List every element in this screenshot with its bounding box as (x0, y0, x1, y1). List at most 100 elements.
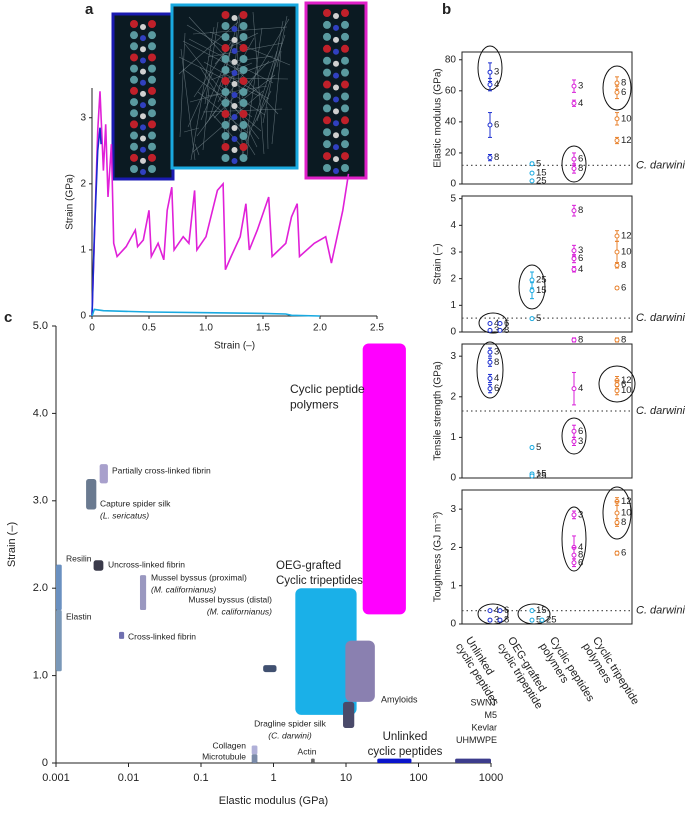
group-ellipse (518, 264, 546, 310)
inset-atom (140, 113, 146, 120)
panel-label: a (85, 1, 94, 18)
data-point (497, 617, 503, 623)
x-tick-label: 1 (270, 772, 276, 784)
inset-strand (208, 53, 231, 121)
point-label: 6 (621, 283, 626, 294)
inset-atom (239, 154, 248, 162)
point-label: 6 (578, 154, 583, 165)
item-label: Mussel byssus (distal) (188, 594, 272, 604)
point-label: 6 (578, 557, 583, 568)
point-label: 10 (621, 247, 632, 258)
point-label: 3 (578, 436, 583, 447)
point-label: 10 (621, 507, 632, 518)
inset-atom (323, 116, 331, 125)
panel-label: b (442, 1, 451, 18)
item-label: OEG-grafted (276, 560, 341, 572)
inset-atom (333, 156, 339, 163)
inset-atom (148, 86, 156, 95)
inset-atom (231, 147, 238, 153)
y-tick-label: 5 (450, 193, 456, 204)
y-tick-label: 3 (450, 247, 456, 258)
data-point (614, 550, 620, 556)
inset-atom (140, 124, 146, 131)
inset-atom (148, 98, 156, 107)
inset-atom (231, 26, 238, 32)
data-point (497, 327, 503, 333)
inset-atom (333, 60, 339, 67)
y-tick-label: 1 (450, 432, 456, 443)
data-point (487, 617, 493, 623)
y-axis-label: Strain (–) (6, 522, 18, 567)
inset-atom (231, 48, 238, 54)
item-label: (C. darwini) (268, 730, 312, 740)
inset-atom (140, 57, 146, 64)
inset-strand (202, 87, 210, 151)
data-point (571, 266, 577, 272)
inset-atom (333, 108, 339, 115)
inset-atom (231, 15, 238, 21)
point-label: 8 (494, 152, 499, 163)
inset-atom (341, 164, 349, 172)
point-label: 15 (536, 605, 547, 616)
inset-atom (130, 165, 138, 173)
data-point (487, 82, 493, 88)
inset-atom (140, 135, 146, 142)
inset-atom (148, 53, 156, 62)
inset-atom (140, 79, 146, 86)
item-label: Actin (298, 746, 317, 756)
inset-atom (148, 42, 156, 51)
inset-atom (239, 77, 248, 85)
data-point (529, 277, 535, 283)
y-tick-label: 0 (450, 327, 456, 338)
point-label: 3 (578, 81, 583, 92)
y-tick-label: 3 (450, 351, 456, 362)
inset-strand (248, 130, 258, 148)
data-point (614, 233, 620, 239)
inset-atom (341, 92, 349, 101)
point-label: 8 (578, 205, 583, 216)
y-axis-label: Toughness (GJ m⁻³) (433, 512, 444, 602)
inset-atom (221, 11, 230, 19)
inset-atom (323, 128, 331, 137)
range-box (93, 560, 104, 571)
point-label: 6 (621, 379, 626, 390)
inset-atom (333, 24, 339, 31)
data-point (614, 285, 620, 291)
inset-strand (188, 16, 279, 115)
inset-strand (223, 77, 289, 80)
point-label: 3 (494, 325, 499, 336)
inset-atom (341, 104, 349, 113)
inset-atom (148, 142, 156, 151)
inset-atom (239, 143, 248, 151)
data-point (529, 178, 535, 184)
inset-atom (231, 125, 238, 131)
inset-strand (204, 109, 217, 126)
item-label: Unlinked (383, 731, 428, 743)
point-label: 4 (494, 373, 499, 384)
data-point (487, 349, 493, 355)
data-point (487, 320, 493, 326)
x-tick-label: 0.5 (142, 323, 156, 334)
data-point (614, 116, 620, 122)
inset-atom (341, 68, 349, 77)
data-point (571, 386, 577, 392)
inset-atom (148, 131, 156, 140)
point-label: 8 (578, 163, 583, 174)
data-point (571, 83, 577, 89)
inset-atom (130, 42, 138, 51)
inset-atom (239, 99, 248, 107)
group-ellipse (602, 65, 632, 111)
inset-atom (140, 169, 146, 175)
item-label: Microtubule (202, 751, 246, 761)
y-tick-label: 0 (450, 179, 456, 190)
y-tick-label: 0 (80, 311, 86, 322)
data-point (529, 608, 535, 614)
inset-atom (140, 46, 146, 53)
inset-strand (190, 26, 215, 161)
range-box (251, 745, 258, 755)
data-point (529, 617, 535, 623)
data-point (487, 69, 493, 75)
data-point (571, 560, 577, 566)
data-point (487, 359, 493, 365)
